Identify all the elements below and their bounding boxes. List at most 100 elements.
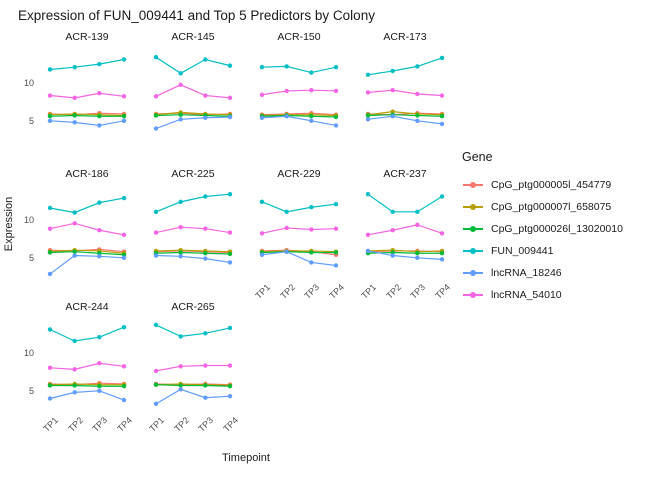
facet-panel (153, 192, 233, 265)
data-point (178, 117, 183, 122)
legend-key-dot (470, 204, 476, 210)
facet-title: ACR-139 (65, 31, 109, 43)
data-point (121, 397, 127, 403)
series-line (49, 362, 125, 370)
data-point (333, 123, 339, 128)
data-point (439, 194, 445, 199)
facet-panel (47, 195, 127, 277)
series-line (49, 120, 125, 127)
data-point (153, 382, 159, 387)
legend-item-label: lncRNA_18246 (491, 267, 562, 279)
data-point (284, 114, 289, 119)
data-point (390, 253, 395, 258)
series-line (367, 115, 443, 125)
data-point (365, 113, 371, 118)
series-line (367, 193, 443, 213)
series-line (155, 254, 231, 264)
series-line (155, 84, 231, 99)
data-point (153, 368, 159, 374)
facet-panel (153, 55, 233, 131)
series-line (261, 201, 337, 213)
data-point (259, 115, 265, 120)
series-line (49, 113, 125, 117)
data-point (439, 93, 445, 98)
facet-panel (153, 322, 233, 407)
legend-item: CpG_ptg000005l_454779 (462, 174, 623, 196)
data-point (72, 210, 77, 215)
data-point (47, 93, 53, 98)
data-point (439, 121, 445, 127)
data-point (178, 334, 183, 339)
data-point (178, 364, 183, 369)
data-point (178, 250, 183, 255)
data-point (97, 384, 102, 389)
series-line (367, 114, 443, 117)
data-point (178, 383, 183, 388)
data-point (153, 94, 159, 99)
data-point (97, 254, 102, 259)
data-point (203, 395, 208, 400)
data-point (153, 209, 159, 215)
data-point (72, 120, 77, 125)
data-point (153, 55, 159, 60)
x-axis-title: Timepoint (222, 452, 270, 464)
data-point (309, 118, 314, 124)
data-point (333, 64, 339, 70)
data-point (47, 114, 53, 119)
data-point (309, 114, 314, 119)
legend-item: FUN_009441 (462, 240, 623, 262)
data-point (227, 114, 233, 120)
data-point (415, 91, 420, 97)
legend-item-label: FUN_009441 (491, 245, 554, 257)
facet-panel (259, 199, 339, 268)
series-line (367, 57, 443, 76)
data-point (121, 195, 127, 201)
series-line (155, 364, 230, 372)
data-point (97, 114, 102, 119)
data-point (178, 82, 183, 87)
data-point (309, 70, 314, 75)
data-point (439, 257, 445, 262)
y-tick-label: 10 (23, 214, 34, 225)
series-line (49, 390, 125, 401)
facet-title: ACR-237 (383, 168, 427, 180)
data-point (365, 117, 371, 122)
series-line (49, 58, 125, 71)
data-point (47, 118, 53, 124)
legend-item: lncRNA_18246 (462, 262, 623, 284)
series-line (261, 115, 337, 127)
data-point (284, 225, 289, 231)
series-line (261, 114, 337, 117)
data-point (333, 88, 339, 94)
data-point (415, 64, 420, 69)
data-point (121, 252, 127, 257)
data-point (121, 118, 127, 124)
series-line (155, 114, 231, 117)
facet-title: ACR-244 (65, 301, 109, 313)
series-line (49, 254, 125, 275)
data-point (390, 109, 395, 114)
series-line (49, 222, 125, 236)
data-point (178, 224, 183, 230)
data-point (97, 388, 102, 394)
data-point (227, 363, 233, 368)
facet-panel (47, 57, 127, 128)
data-point (333, 114, 339, 120)
data-point (97, 228, 102, 233)
data-point (390, 228, 395, 233)
series-line (155, 388, 231, 405)
data-point (309, 250, 314, 255)
data-point (121, 232, 127, 238)
data-point (121, 57, 127, 62)
series-line (261, 250, 337, 253)
data-point (72, 249, 77, 254)
data-point (284, 209, 289, 215)
data-point (333, 250, 339, 255)
data-point (178, 112, 183, 117)
data-point (415, 222, 420, 228)
data-point (153, 401, 159, 407)
facet-title: ACR-150 (277, 31, 321, 43)
data-point (97, 361, 102, 366)
data-point (153, 253, 159, 258)
